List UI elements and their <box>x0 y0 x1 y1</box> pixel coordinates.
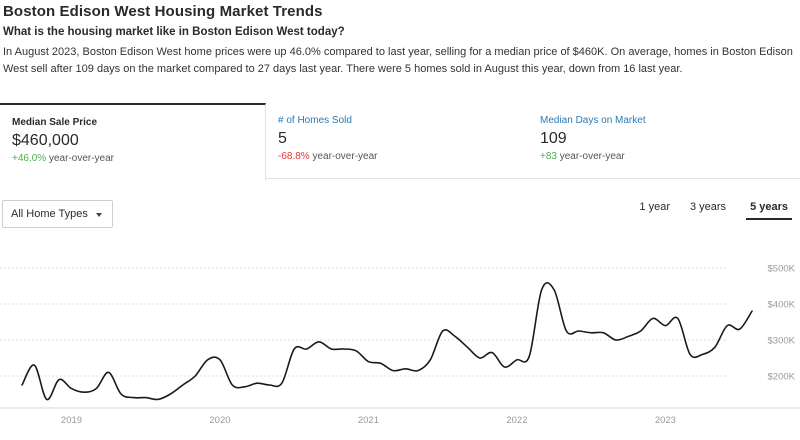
y-tick-label: $300K <box>768 336 796 347</box>
y-tick-label: $500K <box>768 264 796 275</box>
stat-change-amount: +83 <box>540 151 557 162</box>
home-type-select[interactable]: All Home Types <box>2 200 113 228</box>
stat-card-median-sale-price[interactable]: Median Sale Price $460,000 +46.0% year-o… <box>0 103 266 180</box>
median-price-chart: $200K $300K $400K $500K 2019 2020 2021 2022 202… <box>0 264 800 426</box>
market-question: What is the housing market like in Bosto… <box>3 26 345 38</box>
range-tabs: 1 year 3 years 5 years <box>619 199 792 220</box>
stat-label: Median Sale Price <box>12 117 98 128</box>
range-tab-3-years[interactable]: 3 years <box>689 201 727 213</box>
x-tick-label: 2021 <box>358 415 379 426</box>
caret-down-icon <box>96 213 102 217</box>
chart-grid <box>0 267 800 409</box>
y-tick-label: $200K <box>768 372 796 383</box>
x-axis: 2019 2020 2021 2022 2023 <box>61 415 676 426</box>
stat-change-suffix: year-over-year <box>46 153 115 164</box>
range-tab-1-year[interactable]: 1 year <box>639 201 670 213</box>
stat-change: +46.0% year-over-year <box>12 153 265 164</box>
stat-card-days-on-market[interactable]: Median Days on Market 109 +83 year-over-… <box>528 103 788 179</box>
market-summary: In August 2023, Boston Edison West home … <box>3 46 793 75</box>
stat-label: # of Homes Sold <box>278 115 352 126</box>
home-type-value: All Home Types <box>11 208 88 220</box>
y-axis: $200K $300K $400K $500K <box>768 264 796 383</box>
page-title: Boston Edison West Housing Market Trends <box>3 3 323 20</box>
stat-value: $460,000 <box>12 132 79 149</box>
stat-change-amount: +46.0% <box>12 153 47 164</box>
stats-row: Median Sale Price $460,000 +46.0% year-o… <box>0 103 800 180</box>
stat-value: 5 <box>278 130 287 147</box>
stat-change-suffix: year-over-year <box>309 151 378 162</box>
x-tick-label: 2019 <box>61 415 82 426</box>
stat-change-amount: -68.8% <box>278 151 310 162</box>
stat-change: +83 year-over-year <box>540 151 788 162</box>
x-tick-label: 2022 <box>506 415 527 426</box>
x-tick-label: 2023 <box>655 415 676 426</box>
chart-series <box>21 282 753 401</box>
x-tick-label: 2020 <box>209 415 230 426</box>
range-tab-5-years[interactable]: 5 years <box>746 199 792 220</box>
y-tick-label: $400K <box>768 300 796 311</box>
stat-label: Median Days on Market <box>540 115 646 126</box>
stat-change: -68.8% year-over-year <box>278 151 528 162</box>
stat-change-suffix: year-over-year <box>556 151 625 162</box>
stat-value: 109 <box>540 130 567 147</box>
stat-card-homes-sold[interactable]: # of Homes Sold 5 -68.8% year-over-year <box>266 103 528 179</box>
median-price-line <box>21 282 753 401</box>
